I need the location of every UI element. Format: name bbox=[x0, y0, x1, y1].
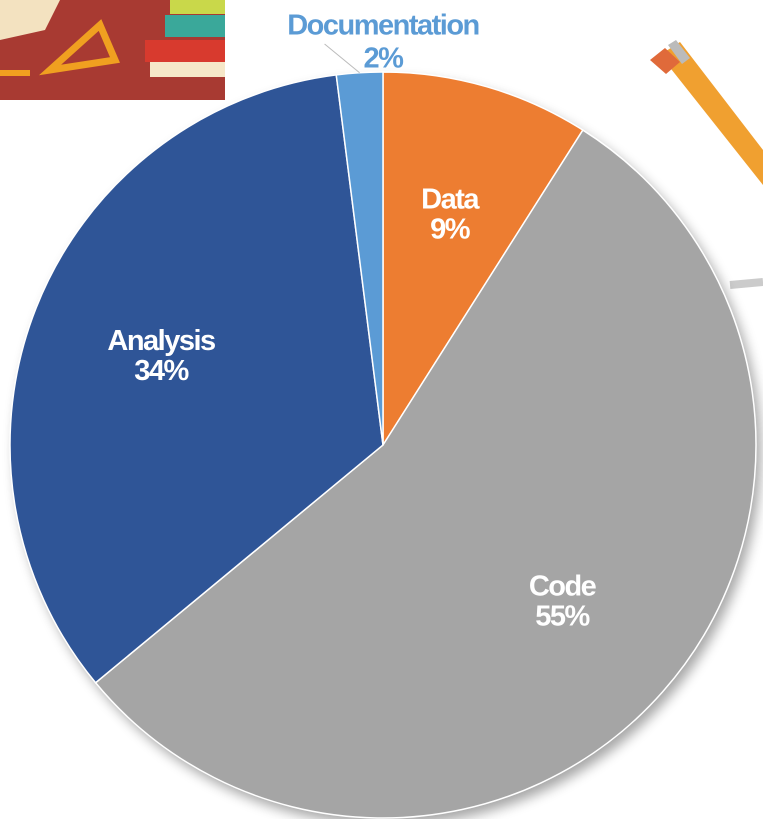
value-label: 2% bbox=[364, 43, 405, 75]
leader-line bbox=[324, 43, 360, 74]
pie-slice bbox=[94, 129, 757, 819]
pie bbox=[9, 71, 757, 819]
pie-slice bbox=[335, 71, 384, 446]
category-label: Data bbox=[421, 183, 480, 215]
category-label: Documentation bbox=[287, 10, 479, 42]
decoration-pencil bbox=[650, 40, 763, 289]
category-label: Analysis bbox=[107, 325, 215, 357]
value-label: 55% bbox=[535, 601, 590, 633]
pie-slice bbox=[382, 71, 584, 448]
value-label: 34% bbox=[134, 355, 189, 387]
decoration-books bbox=[0, 0, 225, 100]
category-label: Code bbox=[529, 571, 597, 603]
value-label: 9% bbox=[430, 213, 471, 245]
pie-slice bbox=[9, 74, 384, 684]
